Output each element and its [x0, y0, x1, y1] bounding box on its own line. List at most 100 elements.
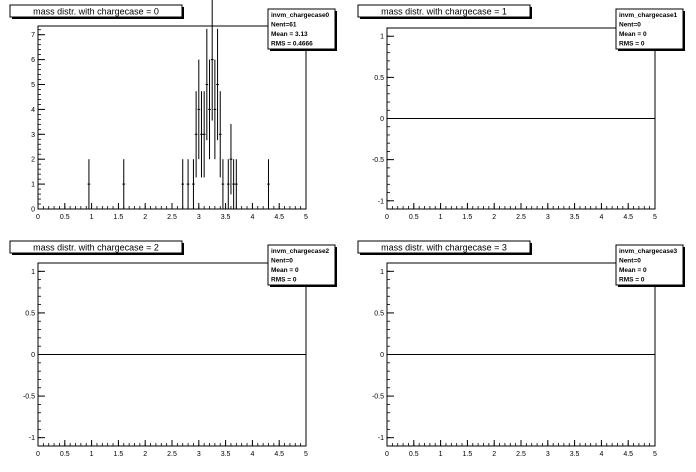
- pad-2: mass distr. with chargecase = 2 invm_char…: [9, 240, 337, 458]
- title-box: [9, 240, 183, 254]
- stats-name: invm_chargecase2: [271, 248, 330, 255]
- data-point: [197, 59, 201, 160]
- data-point: [205, 28, 209, 141]
- stats-mean: Mean = 3.13: [271, 31, 308, 38]
- stats-rms: RMS = 0: [619, 41, 645, 48]
- x-tick-label: 0: [385, 451, 389, 458]
- y-tick-label: -1: [378, 198, 384, 205]
- stats-box: [615, 244, 684, 286]
- stats-box: [267, 8, 336, 50]
- y-tick-label: 0: [31, 352, 35, 359]
- data-point: [186, 159, 190, 209]
- y-tick-label: 6: [31, 57, 35, 64]
- pad-0: mass distr. with chargecase = 0 invm_char…: [9, 0, 337, 221]
- data-point: [213, 59, 217, 160]
- data-point: [200, 91, 203, 178]
- data-point: [202, 91, 206, 178]
- x-tick-label: 4.5: [623, 214, 633, 221]
- y-tick-label: 2: [31, 157, 35, 164]
- y-tick-label: -1: [378, 435, 384, 442]
- data-point: [87, 159, 91, 209]
- data-point: [226, 159, 230, 209]
- data-point: [122, 159, 126, 209]
- data-point: [216, 28, 219, 141]
- stats-entries: Nent=0: [619, 22, 641, 29]
- chart-title: mass distr. with chargecase = 1: [381, 7, 507, 17]
- stats-name: invm_chargecase0: [271, 12, 330, 19]
- x-tick-label: 3: [546, 451, 550, 458]
- x-tick-label: 4: [599, 451, 603, 458]
- data-point: [181, 159, 185, 209]
- x-tick-label: 4.5: [623, 451, 633, 458]
- y-tick-label: -0.5: [23, 394, 35, 401]
- stats-rms: RMS = 0.4666: [271, 41, 313, 48]
- y-tick-label: 1: [31, 269, 35, 276]
- x-tick-label: 1.5: [114, 451, 124, 458]
- y-tick-label: -1: [29, 435, 35, 442]
- x-tick-label: 1.5: [463, 214, 473, 221]
- y-tick-label: 7: [31, 32, 35, 39]
- x-tick-label: 3: [197, 451, 201, 458]
- x-tick-label: 3.5: [570, 451, 580, 458]
- y-tick-label: -0.5: [372, 157, 384, 164]
- x-tick-label: 2.5: [516, 214, 526, 221]
- stats-mean: Mean = 0: [619, 31, 647, 38]
- x-tick-label: 0.5: [60, 214, 70, 221]
- x-tick-label: 1.5: [114, 214, 124, 221]
- x-tick-label: 3.5: [570, 214, 580, 221]
- title-box: [357, 4, 531, 18]
- stats-name: invm_chargecase3: [619, 248, 678, 255]
- y-tick-label: -0.5: [372, 394, 384, 401]
- x-tick-label: 2: [492, 214, 496, 221]
- stats-box: [267, 244, 336, 286]
- x-tick-label: 4.5: [274, 451, 284, 458]
- x-tick-label: 2: [143, 214, 147, 221]
- stats-entries: Nent=61: [271, 22, 297, 29]
- x-tick-label: 4: [599, 214, 603, 221]
- x-tick-label: 0: [385, 214, 389, 221]
- y-tick-label: 5: [31, 82, 35, 89]
- data-point: [194, 91, 198, 178]
- y-tick-label: 4: [31, 107, 35, 114]
- data-point: [229, 123, 233, 195]
- y-tick-label: 0: [31, 207, 35, 214]
- data-point: [232, 159, 235, 209]
- y-tick-label: 0.5: [374, 310, 384, 317]
- data-point: [267, 159, 270, 209]
- stats-entries: Nent=0: [619, 258, 641, 265]
- y-tick-label: 1: [380, 34, 384, 41]
- x-tick-label: 2: [143, 451, 147, 458]
- x-tick-label: 5: [653, 451, 657, 458]
- stats-entries: Nent=0: [271, 258, 293, 265]
- chart-title: mass distr. with chargecase = 2: [33, 243, 159, 253]
- data-point: [221, 159, 225, 209]
- stats-mean: Mean = 0: [271, 267, 299, 274]
- y-tick-label: 0.5: [25, 310, 35, 317]
- stats-rms: RMS = 0: [619, 277, 645, 284]
- data-point: [218, 91, 222, 178]
- x-tick-label: 2.5: [516, 451, 526, 458]
- data-point: [192, 159, 195, 209]
- x-tick-label: 1: [439, 214, 443, 221]
- data-point: [210, 0, 214, 121]
- chart-title: mass distr. with chargecase = 3: [381, 243, 507, 253]
- x-tick-label: 1: [90, 451, 94, 458]
- x-tick-label: 2.5: [167, 214, 177, 221]
- x-tick-label: 1: [90, 214, 94, 221]
- x-tick-label: 5: [653, 214, 657, 221]
- x-tick-label: 0: [36, 214, 40, 221]
- x-tick-label: 4.5: [274, 214, 284, 221]
- y-tick-label: 0.5: [374, 75, 384, 82]
- x-tick-label: 1: [439, 451, 443, 458]
- stats-rms: RMS = 0: [271, 277, 297, 284]
- x-tick-label: 5: [304, 451, 308, 458]
- pad-3: mass distr. with chargecase = 3 invm_char…: [357, 240, 685, 458]
- x-tick-label: 2.5: [167, 451, 177, 458]
- y-tick-label: 0: [380, 352, 384, 359]
- title-box: [357, 240, 531, 254]
- y-tick-label: 3: [31, 132, 35, 139]
- x-tick-label: 1.5: [463, 451, 473, 458]
- pad-1: mass distr. with chargecase = 1 invm_char…: [357, 4, 685, 221]
- x-tick-label: 0.5: [409, 214, 419, 221]
